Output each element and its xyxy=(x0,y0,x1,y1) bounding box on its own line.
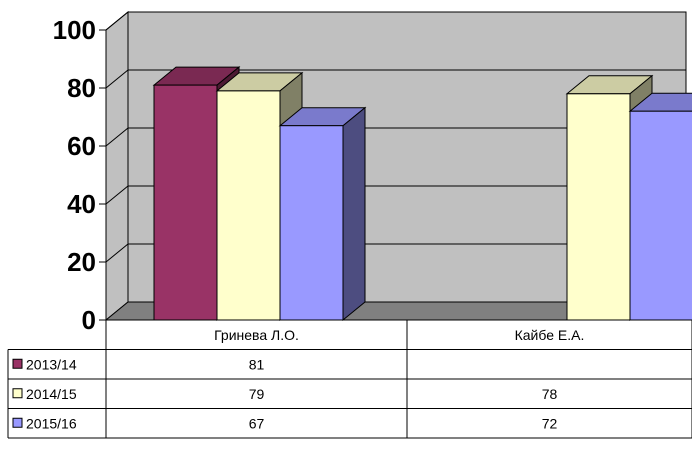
bar-front xyxy=(279,125,344,321)
y-tick-label: 40 xyxy=(67,189,96,219)
legend-swatch xyxy=(12,417,23,428)
data-label: 72 xyxy=(542,415,558,431)
bar-front xyxy=(566,93,631,321)
axes xyxy=(99,29,107,321)
y-tick-label: 0 xyxy=(82,305,96,335)
bar-2015/16-Кайбе Е.А. xyxy=(628,92,692,321)
y-tick-label: 100 xyxy=(53,15,96,45)
bar-side xyxy=(342,106,366,322)
gridline-40 xyxy=(105,185,686,205)
gridline-60 xyxy=(105,127,686,147)
x-category-label: Гринева Л.О. xyxy=(214,327,299,343)
bar-front xyxy=(216,90,281,321)
y-tick-labels: 0 20 40 60 80 100 xyxy=(53,15,96,335)
bar-2015/16-Гринева Л.О. xyxy=(278,106,367,322)
gridline-20 xyxy=(105,243,686,263)
legend-label: 2014/15 xyxy=(26,386,77,402)
gridline-100 xyxy=(105,11,686,31)
data-label: 79 xyxy=(249,386,265,402)
legend-label: 2015/16 xyxy=(26,415,77,431)
bars xyxy=(152,66,692,322)
bar-front xyxy=(629,110,692,321)
gridline-80 xyxy=(105,69,686,89)
y-tick-label: 60 xyxy=(67,131,96,161)
data-label: 78 xyxy=(542,386,558,402)
bar-front xyxy=(153,84,218,321)
data-label: 81 xyxy=(249,356,265,372)
gridlines xyxy=(105,11,686,263)
legend-swatch xyxy=(12,388,23,399)
y-tick-label: 20 xyxy=(67,247,96,277)
data-label: 67 xyxy=(249,415,265,431)
legend-swatch xyxy=(12,358,23,369)
x-category-label: Кайбе Е.А. xyxy=(515,327,585,343)
side-wall xyxy=(105,10,129,322)
y-tick-label: 80 xyxy=(67,73,96,103)
legend-label: 2013/14 xyxy=(26,356,77,372)
data-table: Гринева Л.О. Кайбе Е.А. 2013/14 81 2014/15 79… xyxy=(7,319,692,439)
